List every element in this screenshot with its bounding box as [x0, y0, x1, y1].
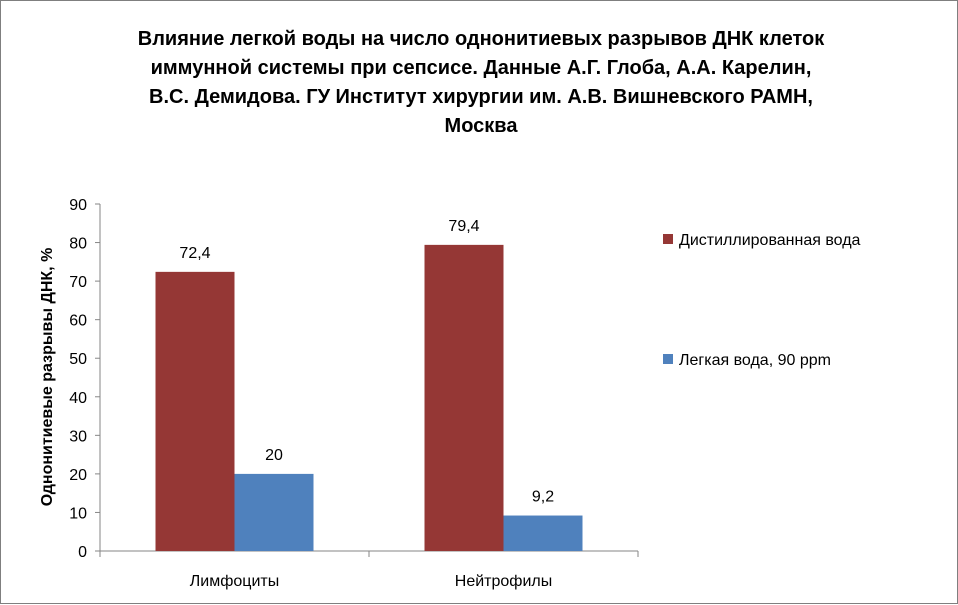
bar-data-label: 20: [265, 447, 283, 464]
y-tick-label: 70: [69, 274, 87, 291]
bar: [234, 473, 314, 551]
chart-title-line: Москва: [444, 115, 518, 137]
y-axis-label: Однонитиевые разрывы ДНК, %: [39, 248, 56, 507]
y-tick-label: 20: [69, 467, 87, 484]
x-tick-label: Нейтрофилы: [455, 573, 552, 590]
bar: [155, 271, 235, 551]
bar-data-label: 9,2: [532, 489, 554, 506]
legend-label: Легкая вода, 90 ppm: [679, 352, 831, 369]
y-tick-label: 10: [69, 505, 87, 522]
legend-swatch: [663, 354, 673, 364]
y-tick-label: 60: [69, 313, 87, 330]
bar: [424, 244, 504, 551]
y-tick-label: 90: [69, 197, 87, 214]
legend: Дистиллированная вода Легкая вода, 90 ppm: [663, 232, 861, 369]
bars: [155, 244, 583, 551]
chart-title-line: Влияние легкой воды на число однонитиевы…: [137, 28, 825, 50]
legend-swatch: [663, 234, 673, 244]
bar: [503, 515, 583, 551]
chart-title-line: В.С. Демидова. ГУ Институт хирургии им. …: [149, 86, 813, 108]
y-tick-label: 40: [69, 390, 87, 407]
data-labels: 72,4 79,4 20 9,2: [179, 218, 554, 506]
legend-label: Дистиллированная вода: [679, 232, 861, 249]
y-tick-label: 50: [69, 351, 87, 368]
bar-data-label: 72,4: [179, 245, 210, 262]
y-tick-label: 80: [69, 236, 87, 253]
x-tick-label: Лимфоциты: [190, 573, 279, 590]
chart-title-line: иммунной системы при сепсисе. Данные А.Г…: [150, 57, 812, 79]
bar-data-label: 79,4: [448, 218, 479, 235]
y-tick-label: 30: [69, 428, 87, 445]
axes: 0 10 20 30 40 50 60 70 80 90 Лимфоциты Нейтрофилы: [69, 197, 639, 590]
y-tick-label: 0: [78, 544, 87, 561]
chart-title: Влияние легкой воды на число однонитиевы…: [61, 25, 901, 141]
